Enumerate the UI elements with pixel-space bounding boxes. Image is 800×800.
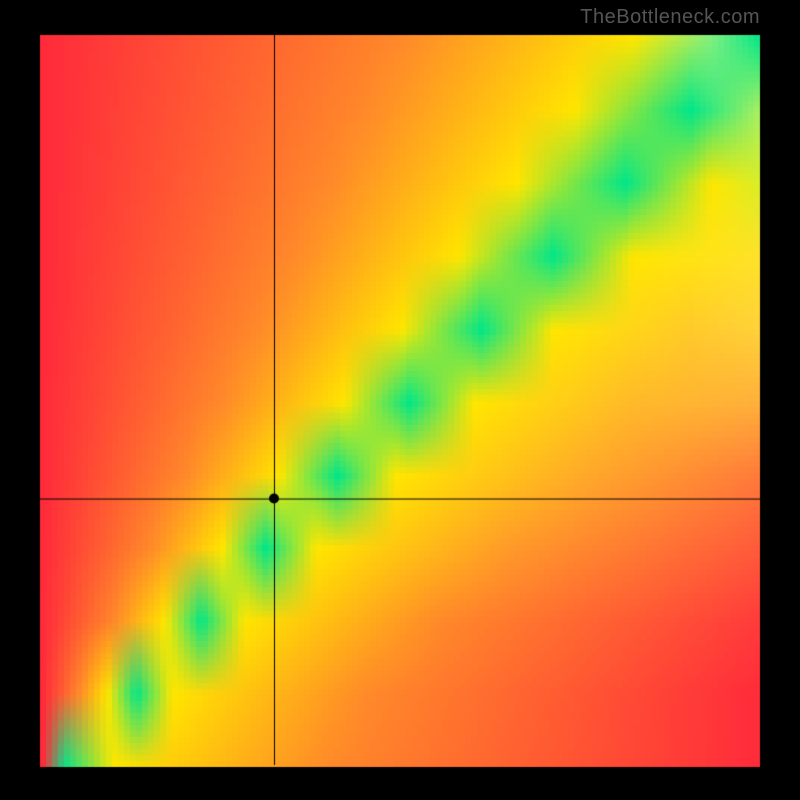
watermark-text: TheBottleneck.com bbox=[580, 6, 760, 29]
chart-container: TheBottleneck.com bbox=[0, 0, 800, 800]
heatmap-canvas bbox=[0, 0, 800, 800]
